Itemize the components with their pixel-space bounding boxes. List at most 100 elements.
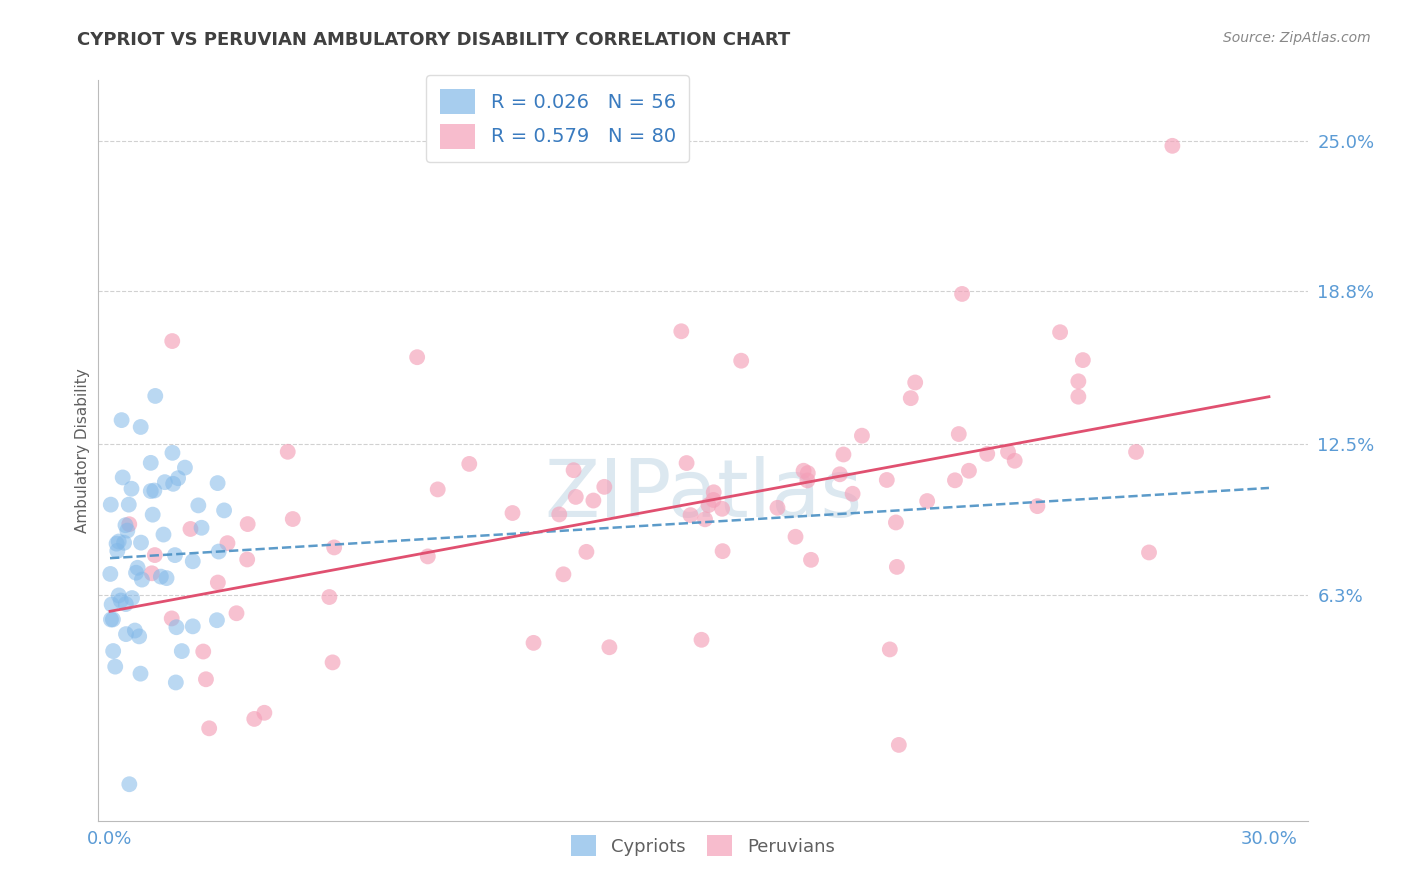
Point	[143, 483, 166, 498]
Point	[114, 597, 136, 611]
Point	[143, 389, 166, 403]
Point	[101, 612, 124, 626]
Point	[1071, 353, 1094, 368]
Point	[165, 675, 187, 690]
Point	[107, 589, 129, 603]
Point	[915, 494, 938, 508]
Point	[828, 467, 851, 482]
Point	[112, 535, 135, 549]
Point	[187, 499, 209, 513]
Point	[207, 575, 229, 590]
Legend: Cypriots, Peruvians: Cypriots, Peruvians	[564, 828, 842, 863]
Point	[129, 420, 152, 434]
Point	[943, 473, 966, 487]
Point	[426, 483, 449, 497]
Point	[100, 498, 122, 512]
Text: CYPRIOT VS PERUVIAN AMBULATORY DISABILITY CORRELATION CHART: CYPRIOT VS PERUVIAN AMBULATORY DISABILIT…	[77, 31, 790, 49]
Point	[565, 490, 588, 504]
Point	[997, 445, 1019, 459]
Point	[110, 593, 132, 607]
Point	[118, 777, 141, 791]
Point	[703, 485, 725, 500]
Y-axis label: Ambulatory Disability: Ambulatory Disability	[75, 368, 90, 533]
Point	[785, 530, 807, 544]
Point	[318, 590, 340, 604]
Point	[100, 613, 122, 627]
Point	[832, 448, 855, 462]
Point	[179, 522, 201, 536]
Point	[553, 567, 575, 582]
Point	[1026, 499, 1049, 513]
Point	[702, 492, 724, 507]
Point	[711, 501, 734, 516]
Point	[162, 334, 184, 348]
Point	[115, 627, 138, 641]
Point	[105, 544, 128, 558]
Point	[1067, 374, 1090, 388]
Point	[1004, 454, 1026, 468]
Text: Source: ZipAtlas.com: Source: ZipAtlas.com	[1223, 31, 1371, 45]
Point	[181, 554, 204, 568]
Point	[697, 498, 720, 512]
Point	[163, 548, 186, 562]
Point	[152, 527, 174, 541]
Point	[277, 444, 299, 458]
Point	[162, 446, 184, 460]
Point	[207, 476, 229, 491]
Point	[886, 560, 908, 574]
Text: ZIPatlas: ZIPatlas	[544, 456, 862, 534]
Point	[194, 673, 217, 687]
Point	[253, 706, 276, 720]
Point	[101, 644, 124, 658]
Point	[243, 712, 266, 726]
Point	[1067, 390, 1090, 404]
Point	[118, 517, 141, 532]
Point	[142, 508, 165, 522]
Point	[198, 721, 221, 735]
Point	[236, 517, 259, 532]
Point	[841, 487, 863, 501]
Point	[118, 498, 141, 512]
Point	[416, 549, 439, 564]
Point	[730, 353, 752, 368]
Point	[162, 476, 184, 491]
Point	[111, 470, 134, 484]
Point	[887, 738, 910, 752]
Point	[406, 350, 429, 364]
Point	[149, 569, 172, 583]
Point	[562, 463, 585, 477]
Point	[900, 391, 922, 405]
Point	[675, 456, 697, 470]
Point	[212, 503, 235, 517]
Point	[167, 471, 190, 485]
Point	[711, 544, 734, 558]
Point	[598, 640, 620, 655]
Point	[225, 606, 247, 620]
Point	[153, 475, 176, 490]
Point	[127, 561, 149, 575]
Point	[575, 545, 598, 559]
Point	[766, 500, 789, 515]
Point	[793, 464, 815, 478]
Point	[98, 566, 121, 581]
Point	[114, 518, 136, 533]
Point	[131, 573, 153, 587]
Point	[236, 552, 259, 566]
Point	[128, 629, 150, 643]
Point	[107, 534, 129, 549]
Point	[690, 632, 713, 647]
Point	[110, 413, 132, 427]
Point	[139, 484, 162, 499]
Point	[1049, 325, 1071, 339]
Point	[879, 642, 901, 657]
Point	[104, 659, 127, 673]
Point	[129, 666, 152, 681]
Point	[117, 524, 139, 538]
Point	[976, 447, 998, 461]
Point	[884, 516, 907, 530]
Point	[796, 474, 818, 488]
Point	[281, 512, 304, 526]
Point	[105, 536, 128, 550]
Point	[950, 287, 973, 301]
Point	[876, 473, 898, 487]
